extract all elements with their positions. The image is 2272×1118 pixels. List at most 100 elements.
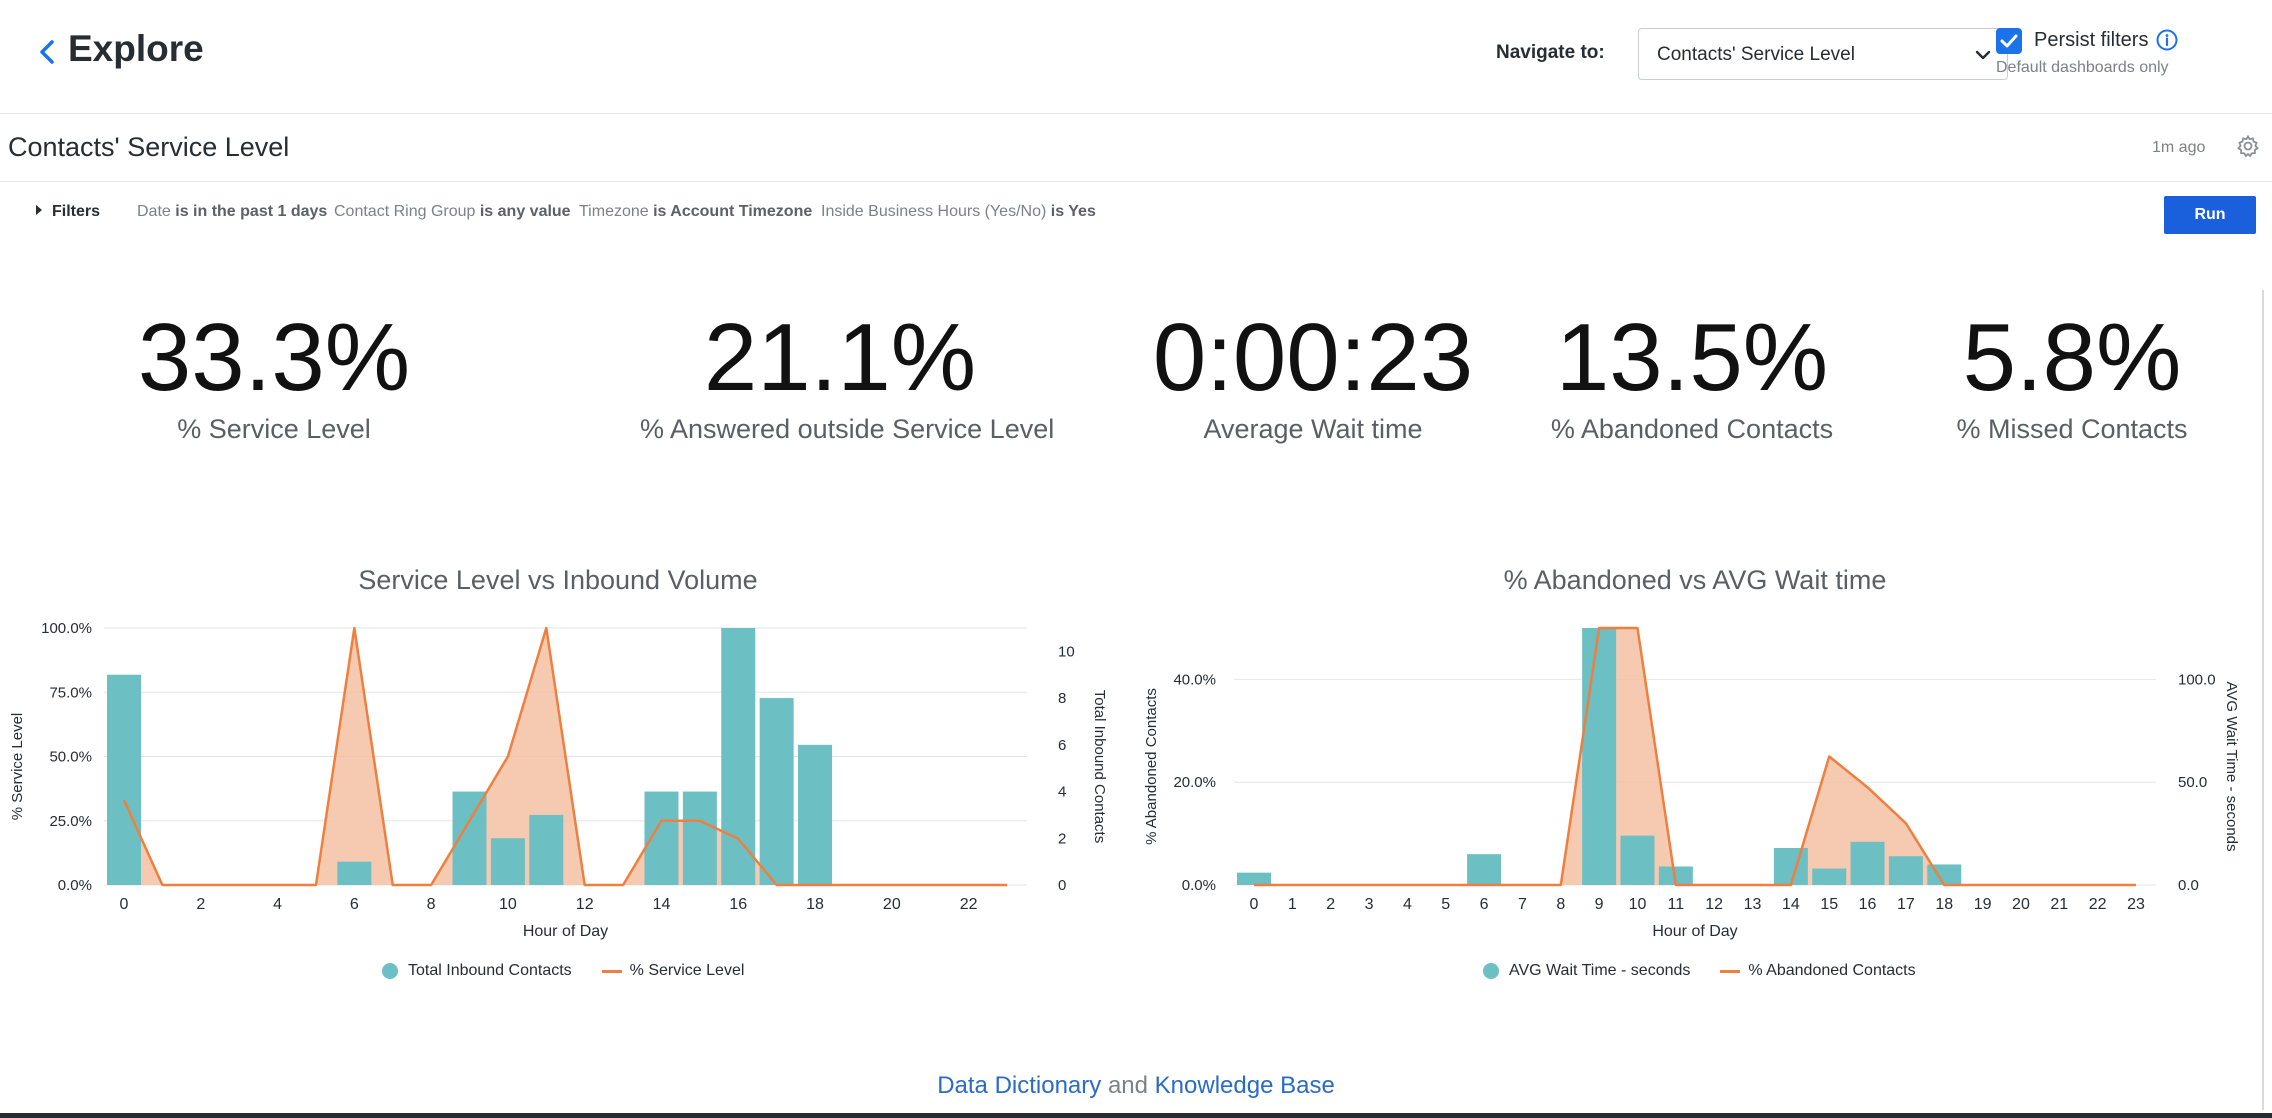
x-tick-label: 22 <box>2089 896 2107 913</box>
dashboard-header: Contacts' Service Level 1m ago <box>0 114 2272 182</box>
y-tick-label: 75.0% <box>49 684 92 701</box>
area-fill <box>1254 628 2136 885</box>
x-tick-label: 12 <box>1705 896 1723 913</box>
x-tick-label: 20 <box>883 896 901 913</box>
x-tick-label: 2 <box>196 896 205 913</box>
kpi-label: Average Wait time <box>1203 414 1423 444</box>
kpi-service-level: 33.3% % Service Level <box>74 300 474 445</box>
chart-title: % Abandoned vs AVG Wait time <box>1503 565 1887 595</box>
kpi-value: 33.3% <box>137 304 411 411</box>
bar <box>1620 835 1655 885</box>
bar <box>529 814 564 885</box>
kpi-abandoned: 13.5% % Abandoned Contacts <box>1492 300 1892 445</box>
dashboard-select[interactable]: Contacts' Service Level <box>1638 28 2008 80</box>
kpi-label: % Answered outside Service Level <box>640 414 1055 444</box>
filter-chip-ring-group[interactable]: Contact Ring Group is any value <box>334 203 571 221</box>
y-tick-label: 0.0% <box>58 877 92 894</box>
filter-condition: is any value <box>479 203 571 220</box>
x-tick-label: 4 <box>273 896 282 913</box>
persist-filters-checkbox[interactable] <box>1996 28 2022 54</box>
y-tick-label: 40.0% <box>1173 671 1216 688</box>
filter-chip-timezone[interactable]: Timezone is Account Timezone <box>579 203 812 221</box>
top-bar: Explore Navigate to: Contacts' Service L… <box>0 0 2272 114</box>
x-tick-label: 9 <box>1595 896 1604 913</box>
bar <box>1888 856 1923 885</box>
x-tick-label: 10 <box>499 896 517 913</box>
x-tick-label: 8 <box>427 896 436 913</box>
legend-line-marker <box>601 969 622 973</box>
gear-icon[interactable] <box>2236 134 2260 158</box>
knowledge-base-link[interactable]: Knowledge Base <box>1154 1072 1335 1099</box>
abandoned-chart: 40.0%20.0%0.0%100.050.00.00 1 2 3 4 5 6 7 8 9 10 11… <box>1143 626 2240 940</box>
persist-filters-label: Persist filters <box>2034 29 2149 51</box>
filters-toggle[interactable]: Filters <box>36 203 100 221</box>
bar <box>1773 847 1808 885</box>
x-tick-label: 11 <box>1668 896 1685 913</box>
x-tick-label: 21 <box>2050 896 2068 913</box>
filter-bar: Filters Date is in the past 1 days Conta… <box>0 182 2272 244</box>
kpi-value: 0:00:23 <box>1152 304 1474 411</box>
x-tick-label: 15 <box>1820 896 1838 913</box>
filter-chip-date[interactable]: Date is in the past 1 days <box>137 203 327 221</box>
persist-filters-subtext: Default dashboards only <box>1996 59 2169 76</box>
bar <box>1658 866 1693 885</box>
y-right-tick-label: 100.0 <box>2178 671 2216 688</box>
bar <box>490 838 525 885</box>
dashboard-title: Contacts' Service Level <box>8 132 290 162</box>
y-tick-label: 25.0% <box>49 813 92 830</box>
x-tick-label: 19 <box>1974 896 1992 913</box>
kpi-average-wait: 0:00:23 Average Wait time <box>1113 300 1513 445</box>
legend-bar-marker <box>382 963 398 979</box>
x-tick-label: 4 <box>1403 896 1412 913</box>
bar <box>1582 628 1617 885</box>
x-tick-label: 16 <box>729 896 747 913</box>
x-tick-label: 14 <box>1782 896 1800 913</box>
filter-field: Timezone <box>579 203 649 220</box>
x-tick-label: 2 <box>1326 896 1335 913</box>
last-updated: 1m ago <box>2152 139 2206 156</box>
x-tick-label: 1 <box>1288 896 1297 913</box>
kpi-answered-outside: 21.1% % Answered outside Service Level <box>640 300 1055 445</box>
data-dictionary-link[interactable]: Data Dictionary <box>937 1072 1102 1099</box>
chart-legend: AVG Wait Time - seconds % Abandoned Cont… <box>1483 962 1916 980</box>
run-button[interactable]: Run <box>2164 196 2256 234</box>
series-line <box>122 626 1007 887</box>
x-tick-label: 5 <box>1441 896 1450 913</box>
kpi-missed: 5.8% % Missed Contacts <box>1872 300 2272 445</box>
x-tick-label: 12 <box>576 896 594 913</box>
series-line <box>1254 626 2136 887</box>
legend-item[interactable]: Total Inbound Contacts <box>408 962 572 979</box>
legend-item[interactable]: % Abandoned Contacts <box>1748 962 1916 979</box>
legend-item[interactable]: AVG Wait Time - seconds <box>1509 962 1691 979</box>
bar <box>107 674 141 885</box>
chevron-down-icon <box>1975 50 1991 60</box>
bar <box>1237 872 1271 885</box>
footer-links: Data Dictionary and Knowledge Base <box>0 1072 2272 1100</box>
x-tick-label: 18 <box>806 896 824 913</box>
x-tick-label: 22 <box>960 896 978 913</box>
x-tick-label: 6 <box>350 896 359 913</box>
legend-item[interactable]: % Service Level <box>629 962 745 979</box>
bar <box>1467 854 1502 885</box>
filter-field: Inside Business Hours (Yes/No) <box>821 203 1047 220</box>
y-right-tick-label: 0 <box>1058 877 1066 894</box>
y-right-axis-label: Total Inbound Contacts <box>1091 690 1108 843</box>
x-tick-label: 23 <box>2127 896 2145 913</box>
x-tick-label: 14 <box>653 896 671 913</box>
y-right-tick-label: 6 <box>1058 737 1066 754</box>
footer-and: and <box>1107 1072 1148 1099</box>
filter-condition: is Yes <box>1050 203 1096 220</box>
filter-condition: is Account Timezone <box>653 203 813 220</box>
navigate-label: Navigate to: <box>1496 42 1605 63</box>
info-icon[interactable] <box>2156 29 2178 51</box>
bar <box>1850 841 1885 885</box>
filter-chip-business-hours[interactable]: Inside Business Hours (Yes/No) is Yes <box>821 203 1096 221</box>
bar <box>759 698 794 885</box>
chart-title: Service Level vs Inbound Volume <box>358 565 758 595</box>
back-chevron-icon[interactable] <box>36 36 58 68</box>
x-tick-label: 16 <box>1859 896 1877 913</box>
kpi-value: 21.1% <box>703 304 977 411</box>
scrollbar[interactable] <box>2262 290 2264 1110</box>
x-tick-label: 6 <box>1480 896 1489 913</box>
